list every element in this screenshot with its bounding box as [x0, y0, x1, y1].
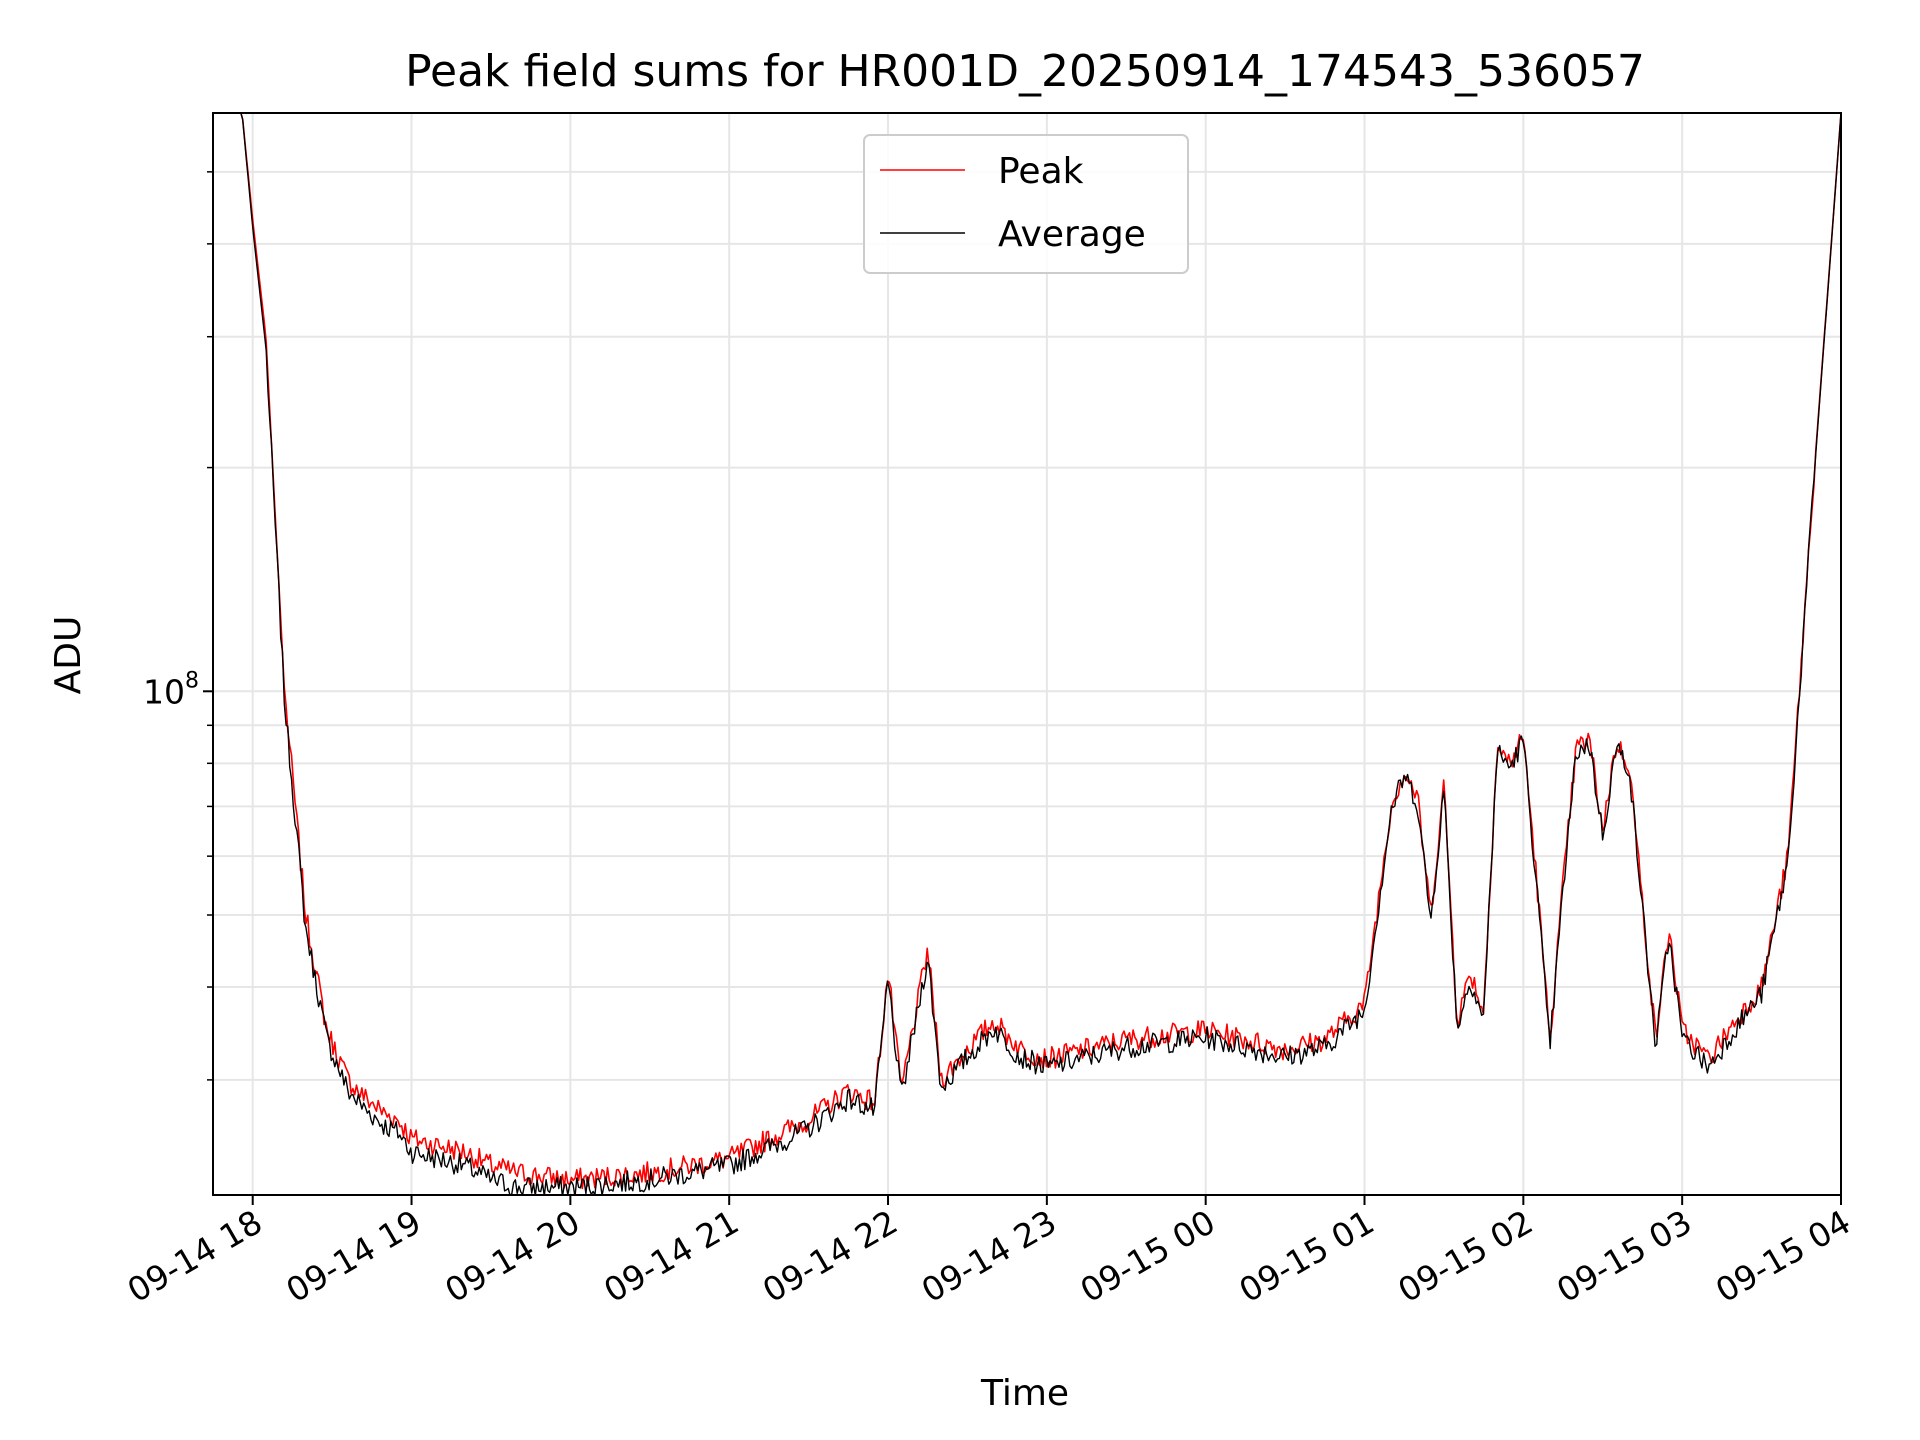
y-tick-label: 108	[143, 668, 199, 711]
x-axis-label: Time	[980, 1373, 1069, 1414]
legend: Peak Average	[863, 134, 1189, 274]
legend-label-average: Average	[998, 214, 1146, 255]
plot-frame	[212, 112, 1842, 1196]
y-axis: 108	[143, 171, 213, 1081]
series-layer	[215, 113, 1841, 1195]
legend-label-peak: Peak	[998, 151, 1084, 192]
series-line-average	[215, 113, 1841, 1195]
chart-title: Peak field sums for HR001D_20250914_1745…	[405, 46, 1645, 97]
y-axis-label: ADU	[48, 616, 89, 695]
